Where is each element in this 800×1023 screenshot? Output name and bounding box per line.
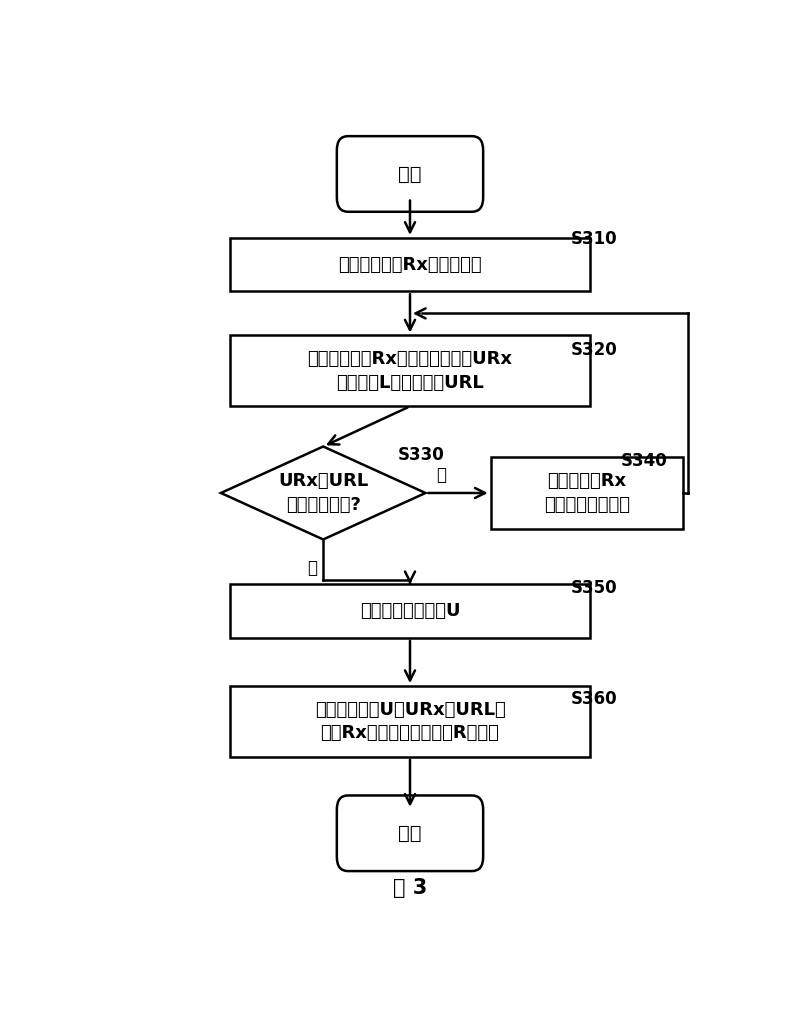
Text: 测量参考电阻Rx两端的电压值为URx
以及电感L的两端电压URL: 测量参考电阻Rx两端的电压值为URx 以及电感L的两端电压URL (307, 350, 513, 392)
FancyBboxPatch shape (337, 136, 483, 212)
Bar (490, 456, 682, 529)
Text: 结束: 结束 (398, 824, 422, 843)
Text: S320: S320 (571, 341, 618, 359)
Text: URx与URL
为同一数量级?: URx与URL 为同一数量级? (278, 473, 368, 514)
Text: S310: S310 (571, 230, 618, 249)
Bar (230, 686, 590, 757)
Text: 将参考电阻Rx
的阻值调小或调大: 将参考电阻Rx 的阻值调小或调大 (544, 473, 630, 514)
FancyBboxPatch shape (337, 796, 483, 871)
Bar (230, 584, 590, 638)
Text: 选择参考电阻Rx的一个阻值: 选择参考电阻Rx的一个阻值 (338, 256, 482, 273)
Text: 测量电源的有效值U: 测量电源的有效值U (360, 603, 460, 620)
Text: S340: S340 (621, 452, 667, 471)
Text: S350: S350 (571, 579, 618, 596)
Text: S360: S360 (571, 691, 618, 708)
Text: S330: S330 (398, 446, 444, 464)
Text: 是: 是 (307, 560, 317, 577)
Bar (230, 237, 590, 292)
Bar (230, 336, 590, 406)
Text: 根据测量数据U、URx和URL，
结合Rx，计算出待测电阻R的阻值: 根据测量数据U、URx和URL， 结合Rx，计算出待测电阻R的阻值 (314, 701, 506, 743)
Text: 否: 否 (436, 465, 446, 484)
Polygon shape (221, 446, 426, 539)
Text: 图 3: 图 3 (393, 879, 427, 898)
Text: 开始: 开始 (398, 165, 422, 183)
